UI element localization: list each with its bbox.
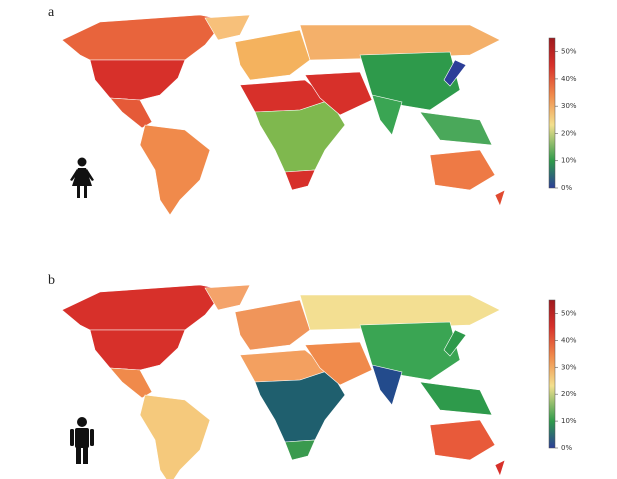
- australia: [429, 419, 496, 461]
- greenland: [204, 284, 251, 311]
- south-america: [139, 124, 211, 216]
- greenland: [204, 14, 251, 41]
- canada: [61, 14, 226, 61]
- central-america: [109, 97, 153, 129]
- map-a: [61, 14, 506, 216]
- canada: [61, 284, 226, 331]
- colorbar-tick-label: 10%: [561, 417, 577, 425]
- russia: [299, 294, 501, 331]
- panel-label: b: [48, 273, 55, 288]
- middle-east: [304, 341, 373, 386]
- usa: [89, 59, 186, 101]
- russia: [299, 24, 501, 61]
- male-icon: [70, 417, 94, 464]
- usa: [89, 329, 186, 371]
- colorbar-tick-label: 50%: [561, 309, 577, 317]
- colorbar-tick-label: 50%: [561, 48, 577, 56]
- southeast-asia: [419, 111, 493, 146]
- europe: [234, 29, 311, 81]
- female-icon: [70, 157, 94, 198]
- colorbar-tick-label: 10%: [561, 157, 577, 165]
- australia: [429, 149, 496, 191]
- middle-east: [304, 71, 373, 116]
- colorbar: [548, 37, 556, 189]
- colorbar-tick-label: 0%: [561, 184, 572, 192]
- colorbar-tick-label: 30%: [561, 102, 577, 110]
- central-america: [109, 367, 153, 399]
- colorbar-tick-label: 20%: [561, 390, 577, 398]
- colorbar-tick-label: 20%: [561, 129, 577, 137]
- colorbar-tick-label: 0%: [561, 444, 572, 452]
- southeast-asia: [419, 381, 493, 416]
- colorbar-tick-label: 30%: [561, 363, 577, 371]
- colorbar-tick-label: 40%: [561, 75, 577, 83]
- new-zealand: [494, 459, 506, 477]
- europe: [234, 299, 311, 351]
- south-africa: [284, 169, 316, 191]
- japan: [443, 329, 467, 357]
- new-zealand: [494, 189, 506, 207]
- colorbar-tick-label: 40%: [561, 336, 577, 344]
- india: [371, 364, 403, 406]
- india: [371, 94, 403, 136]
- map-b: [61, 284, 506, 479]
- japan: [443, 59, 467, 87]
- central-africa: [254, 99, 346, 173]
- south-america: [139, 394, 211, 479]
- central-africa: [254, 369, 346, 443]
- colorbar: [548, 299, 556, 449]
- south-africa: [284, 439, 316, 461]
- panel-label: a: [48, 5, 55, 20]
